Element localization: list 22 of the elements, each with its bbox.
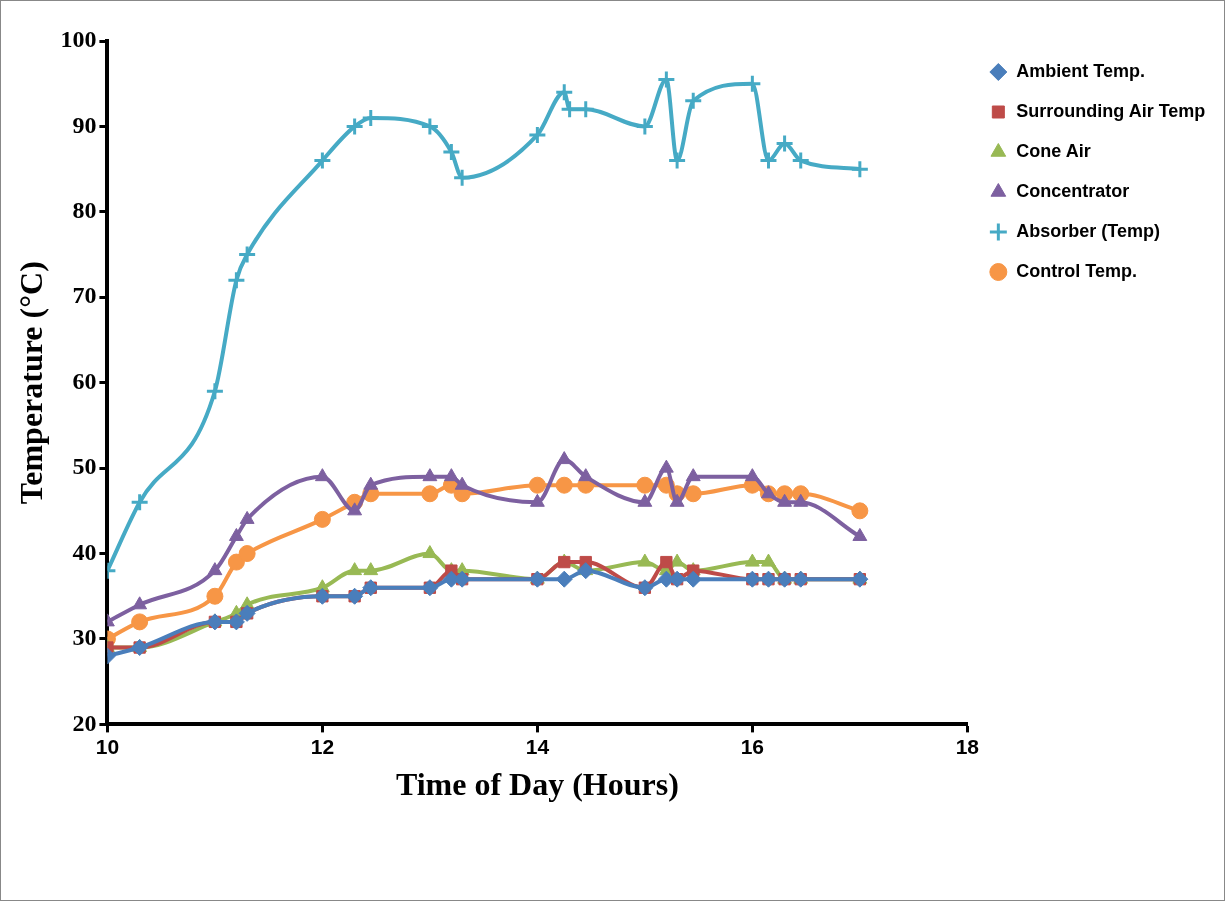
legend-label: Cone Air xyxy=(1016,140,1091,161)
y-axis-title: Temperature (°C) xyxy=(13,261,50,505)
x-tick-label: 10 xyxy=(95,734,120,758)
x-tick-label: 12 xyxy=(310,734,335,758)
legend-label: Control Temp. xyxy=(1016,260,1137,281)
y-tick-label: 80 xyxy=(72,197,97,224)
y-tick-label: 60 xyxy=(72,367,97,394)
legend-label: Ambient Temp. xyxy=(1016,60,1146,81)
legend-label: Concentrator xyxy=(1016,180,1130,201)
legend-label: Absorber (Temp) xyxy=(1016,220,1161,241)
y-tick-label: 100 xyxy=(60,26,97,53)
y-tick-label: 50 xyxy=(72,453,97,480)
y-tick-label: 90 xyxy=(72,111,97,138)
y-tick-label: 70 xyxy=(72,282,97,309)
y-tick-label: 20 xyxy=(72,709,97,736)
y-tick-label: 30 xyxy=(72,624,97,651)
legend-label: Surrounding Air Temp xyxy=(1016,100,1206,121)
x-tick-label: 14 xyxy=(525,734,550,758)
x-tick-label: 16 xyxy=(740,734,765,758)
x-tick-label: 18 xyxy=(955,734,980,758)
y-tick-label: 40 xyxy=(72,538,97,565)
x-axis-title: Time of Day (Hours) xyxy=(395,766,679,803)
